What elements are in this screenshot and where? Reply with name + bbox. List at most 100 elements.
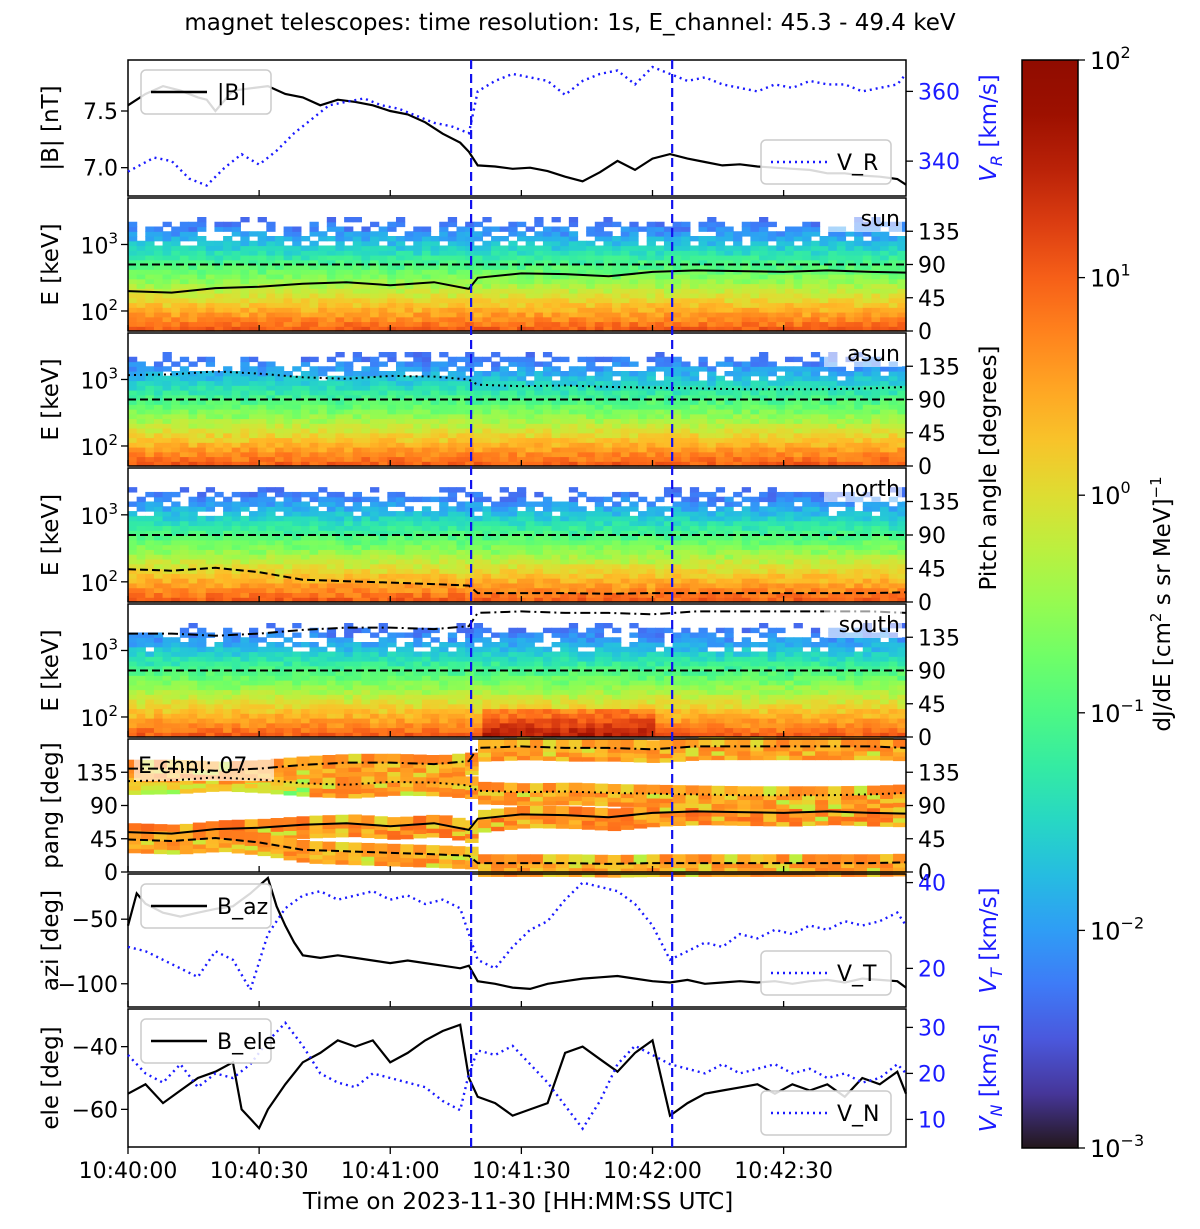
- heatmap-cell: [802, 278, 812, 285]
- heatmap-cell: [171, 394, 181, 401]
- heatmap-cell: [240, 366, 250, 372]
- heatmap-cell: [551, 394, 561, 401]
- heatmap-cell: [361, 278, 371, 285]
- heatmap-cell: [274, 269, 285, 275]
- heatmap-cell: [663, 302, 674, 308]
- heatmap-cell: [517, 413, 527, 420]
- heatmap-cell: [188, 250, 198, 256]
- heatmap-cell: [810, 245, 821, 251]
- heatmap-cell: [681, 413, 691, 420]
- heatmap-cell: [171, 578, 181, 584]
- heatmap-cell: [482, 255, 492, 261]
- heatmap-cell: [508, 558, 518, 565]
- heatmap-cell: [620, 293, 630, 299]
- heatmap-cell: [741, 366, 751, 372]
- heatmap-cell: [715, 461, 726, 467]
- heatmap-cell: [370, 240, 380, 247]
- heatmap-cell: [750, 428, 760, 434]
- heatmap-cell: [491, 283, 501, 289]
- heatmap-cell: [663, 316, 674, 323]
- heatmap-cell: [525, 278, 535, 285]
- heatmap-cell: [473, 269, 484, 275]
- heatmap-cell: [145, 451, 155, 458]
- heatmap-cell: [784, 380, 795, 386]
- heatmap-cell: [171, 461, 181, 467]
- heatmap-cell: [162, 515, 172, 522]
- heatmap-cell: [845, 390, 855, 396]
- heatmap-cell: [370, 582, 380, 589]
- heatmap-cell: [223, 390, 233, 396]
- heatmap-cell: [318, 539, 328, 546]
- heatmap-cell: [750, 236, 760, 242]
- heatmap-cell: [499, 259, 509, 266]
- heatmap-cell: [759, 283, 769, 289]
- heatmap-cell: [309, 418, 319, 424]
- heatmap-cell: [456, 240, 466, 247]
- heatmap-cell: [655, 264, 665, 270]
- heatmap-cell: [413, 549, 423, 555]
- heatmap-cell: [862, 428, 873, 434]
- heatmap-cell: [335, 245, 345, 251]
- heatmap-cell: [413, 573, 423, 579]
- heatmap-cell: [318, 293, 328, 299]
- heatmap-cell: [568, 250, 579, 256]
- heatmap-cell: [499, 321, 509, 327]
- heatmap-cell: [542, 366, 553, 372]
- heatmap-cell: [594, 385, 605, 391]
- heatmap-cell: [179, 413, 190, 420]
- heatmap-cell: [508, 428, 518, 434]
- heatmap-cell: [620, 245, 630, 251]
- heatmap-cell: [430, 437, 440, 443]
- heatmap-cell: [128, 501, 138, 507]
- heatmap-cell: [724, 264, 734, 270]
- heatmap-cell: [326, 447, 337, 453]
- heatmap-cell: [828, 293, 838, 299]
- heatmap-cell: [620, 423, 630, 429]
- heatmap-cell: [266, 578, 276, 584]
- heatmap-cell: [715, 240, 726, 247]
- heatmap-cell: [465, 413, 475, 420]
- heatmap-cell: [707, 221, 717, 228]
- heatmap-cell: [197, 293, 207, 299]
- heatmap-cell: [802, 326, 812, 332]
- heatmap-cell: [655, 297, 665, 304]
- heatmap-cell: [603, 432, 613, 439]
- heatmap-cell: [854, 390, 864, 396]
- heatmap-cell: [447, 404, 458, 410]
- heatmap-cell: [784, 356, 795, 363]
- heatmap-cell: [456, 423, 466, 429]
- heatmap-cell: [447, 587, 458, 594]
- heatmap-cell: [568, 399, 579, 405]
- heatmap-cell: [300, 428, 311, 434]
- heatmap-cell: [240, 293, 250, 299]
- heatmap-cell: [378, 582, 388, 589]
- heatmap-cell: [612, 356, 622, 363]
- heatmap-cell: [274, 399, 285, 405]
- heatmap-cell: [283, 520, 293, 527]
- heatmap-cell: [508, 573, 518, 579]
- heatmap-cell: [292, 592, 302, 598]
- heatmap-cell: [205, 437, 216, 443]
- heatmap-cell: [439, 231, 449, 237]
- heatmap-cell: [517, 221, 527, 228]
- heatmap-cell: [603, 245, 613, 251]
- heatmap-cell: [413, 597, 423, 603]
- heatmap-cell: [292, 428, 302, 434]
- heatmap-cell: [153, 283, 164, 289]
- heatmap-cell: [231, 461, 241, 467]
- heatmap-cell: [897, 293, 907, 299]
- heatmap-cell: [784, 437, 795, 443]
- heatmap-cell: [205, 530, 216, 536]
- heatmap-cell: [300, 447, 311, 453]
- heatmap-cell: [534, 221, 544, 228]
- heatmap-cell: [309, 371, 319, 377]
- heatmap-cell: [724, 404, 734, 410]
- tick-exponent: 3: [108, 229, 118, 247]
- heatmap-cell: [266, 375, 276, 382]
- heatmap-cell: [845, 409, 855, 415]
- heatmap-cell: [128, 385, 138, 391]
- heatmap-cell: [421, 447, 432, 453]
- heatmap-cell: [862, 293, 873, 299]
- heatmap-cell: [128, 539, 138, 546]
- heatmap-cell: [326, 326, 337, 332]
